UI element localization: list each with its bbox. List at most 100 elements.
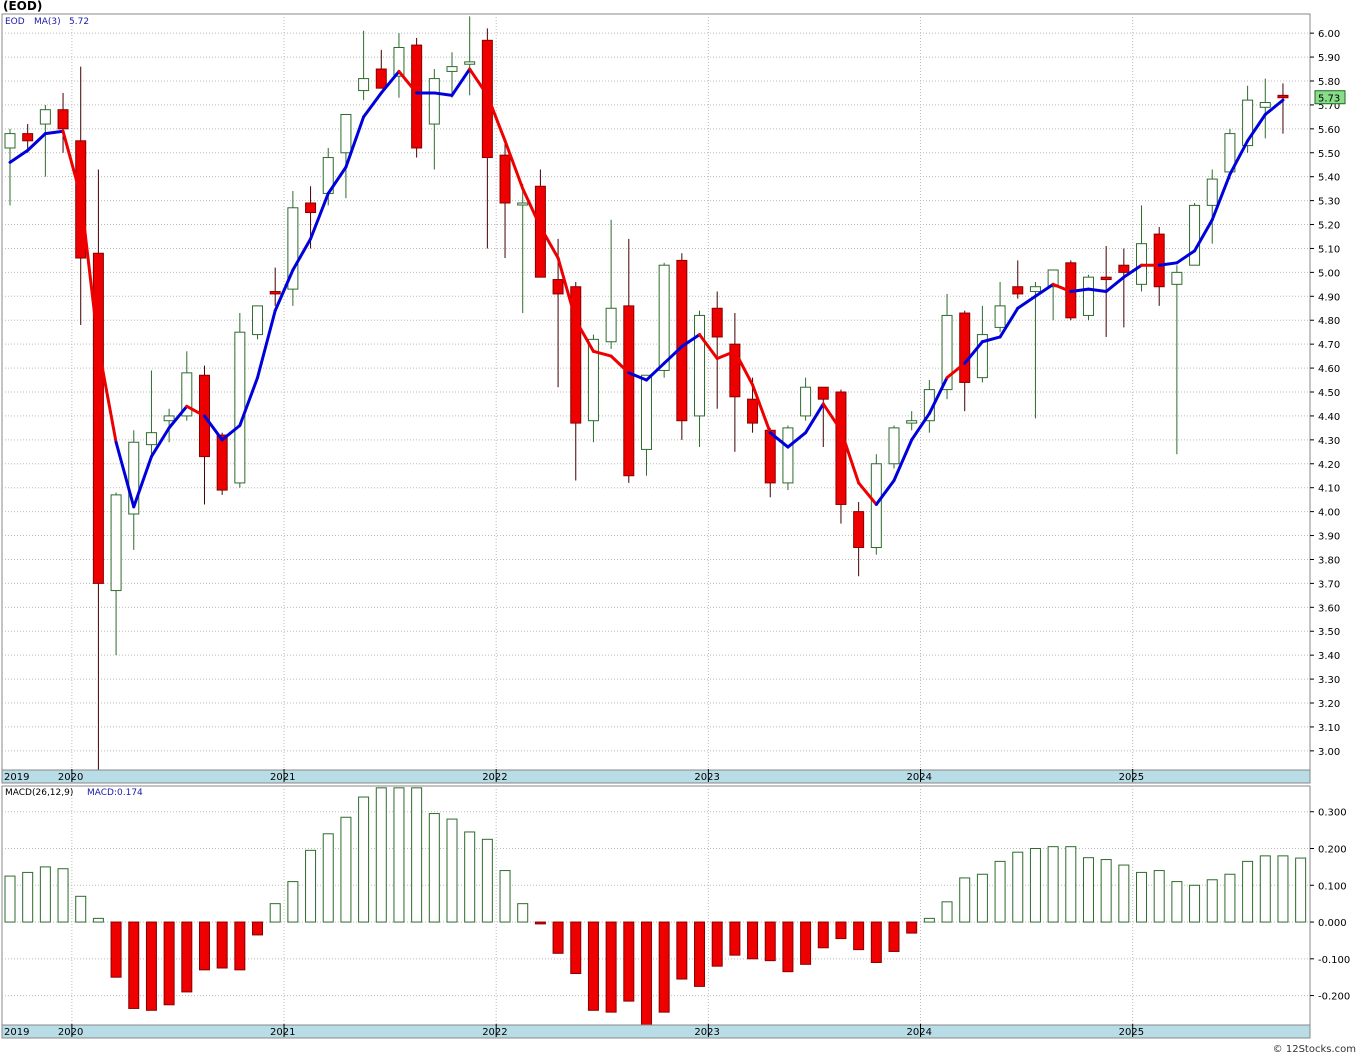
candle	[888, 425, 900, 469]
macd-bar	[305, 849, 317, 923]
ma-segment	[238, 376, 260, 427]
candle	[1189, 203, 1201, 266]
y-tick-label: 4.20	[1318, 460, 1340, 471]
candle	[4, 128, 16, 206]
candle	[464, 16, 476, 96]
y-tick-label: 3.70	[1318, 579, 1340, 590]
candle	[57, 92, 69, 153]
macd-bar	[764, 921, 776, 962]
y-tick-label: 5.50	[1318, 149, 1340, 160]
macd-bar	[57, 868, 69, 923]
ma-segment	[256, 309, 277, 380]
candle	[499, 138, 511, 259]
macd-bar	[570, 921, 582, 975]
ma-segment	[839, 428, 861, 485]
macd-bar	[287, 881, 299, 923]
candle	[128, 430, 140, 550]
candle-body	[1082, 276, 1094, 316]
ma-segment	[538, 225, 560, 260]
candle	[393, 33, 405, 98]
y-tick-label: 4.60	[1318, 364, 1340, 375]
macd-bar	[358, 796, 370, 923]
macd-bar	[375, 787, 387, 923]
ma-segment	[379, 69, 401, 95]
macd-bar	[640, 921, 652, 1026]
macd-bar	[623, 921, 635, 1002]
candle-body	[1100, 276, 1112, 281]
candle	[287, 191, 299, 306]
macd-bar	[39, 866, 51, 923]
ma-segment	[662, 345, 684, 365]
candle-body	[623, 305, 635, 477]
x-tick-label: 2021	[270, 772, 295, 783]
x-tick-label: 2022	[482, 1027, 507, 1038]
candle	[906, 411, 918, 431]
ma-segment	[1193, 218, 1214, 253]
ma-segment	[857, 481, 878, 506]
macd-bar	[1012, 851, 1024, 923]
candle	[729, 313, 741, 452]
y-tick-label: 0.200	[1318, 845, 1347, 856]
y-tick-label: 3.50	[1318, 627, 1340, 638]
price-x-axis: 2019 2020 2021 2022 2023 2024 2025	[1, 769, 1311, 784]
y-tick-label: 3.80	[1318, 555, 1340, 566]
macd-bar	[1082, 857, 1094, 923]
ma-segment	[715, 349, 737, 361]
candle	[1277, 83, 1289, 134]
ma-segment	[1157, 261, 1179, 267]
ma-segment	[1246, 112, 1267, 143]
candle-body	[39, 109, 51, 125]
ma-segment	[344, 115, 366, 169]
candle-body	[1277, 94, 1289, 99]
candle	[181, 351, 193, 421]
candle	[446, 52, 458, 98]
candle	[711, 291, 723, 409]
candle	[1082, 274, 1094, 321]
price-y-axis: 3.00 3.10 3.20 3.30 3.40 3.50 3.60 3.70 3.80 3.90…	[1310, 29, 1340, 758]
macd-bar	[216, 921, 228, 969]
ma-segment	[202, 414, 224, 442]
candle-body	[1242, 99, 1254, 147]
macd-bar	[1029, 848, 1041, 923]
candle	[340, 113, 352, 199]
legend-ticker: EOD	[5, 17, 25, 27]
ma-segment	[149, 426, 171, 459]
candle	[252, 305, 264, 340]
candle-body	[252, 305, 264, 336]
candle-body	[428, 78, 440, 125]
x-tick-label: 2025	[1119, 1027, 1144, 1038]
ma-segment	[185, 404, 206, 418]
candle-body	[446, 66, 458, 72]
macd-bar	[92, 917, 104, 923]
candle	[658, 262, 670, 378]
candle-body	[764, 429, 776, 484]
y-tick-label: 4.30	[1318, 436, 1340, 447]
ma-segment	[362, 91, 383, 119]
candle-body	[747, 398, 759, 424]
candle-body	[4, 133, 16, 149]
ma-segment	[8, 148, 30, 164]
y-tick-label: 5.40	[1318, 173, 1340, 184]
macd-bar	[800, 921, 812, 965]
y-tick-label: 6.00	[1318, 29, 1340, 40]
ma-segment	[1016, 294, 1037, 310]
macd-bar	[110, 921, 122, 978]
candle-body	[1189, 204, 1201, 266]
y-tick-label: 5.60	[1318, 125, 1340, 136]
ma-segment	[998, 306, 1020, 339]
candle	[800, 377, 812, 421]
candle-body	[782, 427, 794, 484]
candle-body	[835, 391, 847, 505]
candle-body	[57, 109, 69, 130]
ma-segment	[910, 412, 931, 442]
candle-body	[92, 252, 104, 584]
candle	[428, 69, 440, 170]
ma-segment	[167, 404, 189, 430]
y-tick-label: 5.20	[1318, 221, 1340, 232]
y-tick-label: 5.10	[1318, 244, 1340, 255]
ma-segment	[26, 132, 47, 152]
ma-segment	[751, 383, 772, 435]
macd-bar	[1242, 860, 1254, 923]
candle	[1118, 248, 1130, 328]
macd-bar	[499, 870, 511, 923]
